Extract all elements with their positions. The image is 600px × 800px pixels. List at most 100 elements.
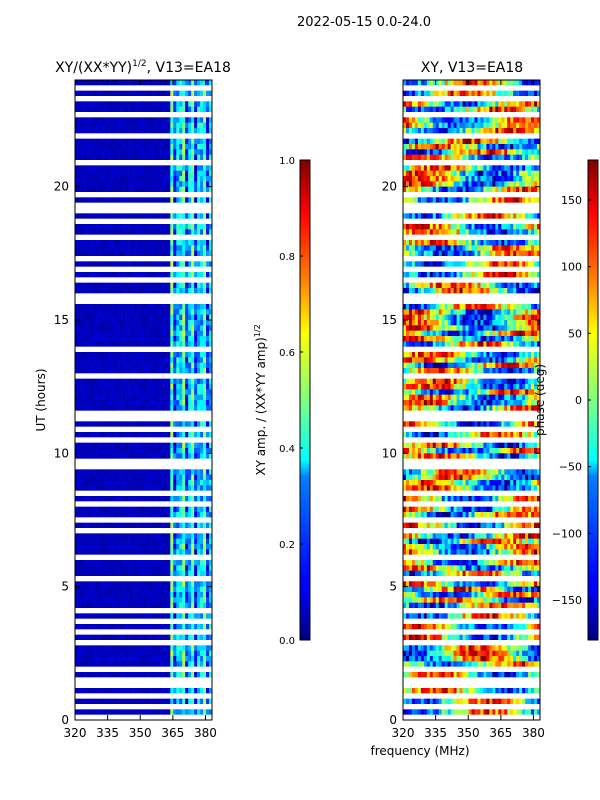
heatmap-cell: [200, 453, 204, 459]
heatmap-cell: [128, 688, 132, 694]
heatmap-cell: [176, 512, 180, 518]
heatmap-cell: [113, 698, 117, 705]
heatmap-cell: [191, 309, 195, 315]
heatmap-cell: [176, 469, 180, 475]
heatmap-cell: [140, 480, 144, 486]
heatmap-cell: [209, 154, 213, 161]
heatmap-cell: [525, 117, 529, 123]
heatmap-cell: [104, 613, 109, 619]
heatmap-cell: [122, 186, 126, 193]
heatmap-cell: [197, 565, 201, 571]
heatmap-cell: [152, 624, 156, 630]
heatmap-cell: [444, 106, 448, 113]
heatmap-cell: [444, 197, 448, 203]
heatmap-cell: [462, 128, 466, 134]
heatmap-cell: [143, 282, 147, 289]
heatmap-cell: [122, 240, 126, 246]
heatmap-cell: [164, 240, 168, 246]
heatmap-cell: [98, 117, 103, 123]
heatmap-cell: [429, 181, 434, 187]
heatmap-cell: [113, 320, 117, 326]
heatmap-cell: [95, 602, 100, 609]
heatmap-cell: [173, 560, 177, 566]
heatmap-cell: [188, 309, 192, 315]
heatmap-cell: [179, 378, 183, 385]
heatmap-cell: [176, 394, 180, 401]
heatmap-cell: [134, 165, 138, 171]
heatmap-cell: [104, 138, 109, 145]
heatmap-cell: [101, 485, 106, 491]
heatmap-cell: [403, 90, 407, 97]
heatmap-cell: [531, 154, 535, 161]
heatmap-cell: [516, 106, 520, 113]
heatmap-cell: [155, 453, 159, 459]
heatmap-cell: [119, 597, 123, 603]
heatmap-cell: [101, 544, 106, 550]
heatmap-cell: [182, 421, 186, 427]
heatmap-cell: [191, 586, 195, 593]
heatmap-cell: [122, 485, 126, 491]
heatmap-cell: [447, 154, 451, 161]
heatmap-cell: [134, 469, 138, 475]
heatmap-cell: [113, 506, 117, 513]
heatmap-cell: [137, 592, 141, 598]
heatmap-cell: [98, 362, 103, 369]
heatmap-cell: [513, 261, 517, 267]
heatmap-cell: [122, 101, 126, 107]
heatmap-cell: [131, 592, 135, 598]
heatmap-cell: [104, 565, 109, 571]
heatmap-cell: [122, 213, 126, 219]
heatmap-cell: [158, 330, 162, 337]
heatmap-cell: [501, 261, 505, 267]
heatmap-cell: [143, 330, 147, 337]
heatmap-cell: [179, 533, 183, 539]
heatmap-cell: [534, 128, 538, 134]
heatmap-cell: [528, 149, 532, 155]
heatmap-cell: [170, 288, 174, 294]
heatmap-cell: [179, 602, 183, 609]
heatmap-cell: [432, 229, 437, 235]
heatmap-cell: [528, 165, 532, 171]
heatmap-cell: [86, 320, 91, 326]
heatmap-cell: [209, 485, 213, 491]
heatmap-cell: [203, 645, 207, 651]
heatmap-cell: [447, 181, 451, 187]
heatmap-cell: [146, 144, 150, 150]
heatmap-cell: [170, 560, 174, 566]
heatmap-cell: [200, 474, 204, 481]
heatmap-cell: [194, 197, 198, 203]
heatmap-cell: [125, 181, 129, 187]
heatmap-cell: [501, 144, 505, 150]
heatmap-cell: [155, 272, 159, 278]
heatmap-cell: [95, 288, 100, 294]
heatmap-cell: [456, 245, 460, 251]
heatmap-cell: [86, 128, 91, 134]
heatmap-cell: [86, 453, 91, 459]
heatmap-cell: [453, 154, 457, 161]
heatmap-cell: [107, 213, 112, 219]
heatmap-cell: [200, 469, 204, 475]
heatmap-cell: [152, 352, 156, 358]
heatmap-cell: [80, 400, 85, 406]
heatmap-cell: [206, 245, 210, 251]
heatmap-cell: [143, 362, 147, 369]
heatmap-cell: [107, 597, 112, 603]
heatmap-cell: [92, 282, 97, 289]
heatmap-cell: [429, 272, 434, 278]
heatmap-cell: [104, 325, 109, 331]
heatmap-cell: [450, 261, 454, 267]
heatmap-cell: [86, 362, 91, 369]
heatmap-cell: [161, 709, 165, 715]
heatmap-cell: [101, 224, 106, 230]
heatmap-cell: [146, 170, 150, 177]
heatmap-cell: [119, 496, 123, 502]
heatmap-cell: [95, 645, 100, 651]
heatmap-cell: [75, 90, 79, 97]
heatmap-cell: [531, 128, 535, 134]
heatmap-cell: [149, 314, 153, 321]
heatmap-cell: [191, 592, 195, 598]
heatmap-cell: [80, 645, 85, 651]
heatmap-cell: [525, 197, 529, 203]
heatmap-cell: [122, 506, 126, 513]
heatmap-cell: [83, 448, 88, 454]
